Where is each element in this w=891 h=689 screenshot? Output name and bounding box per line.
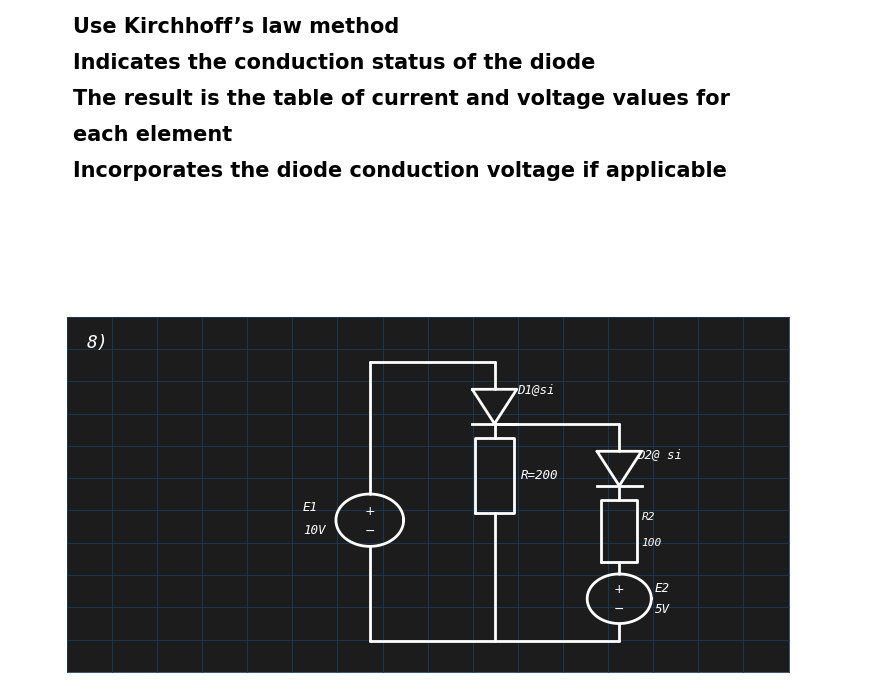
Text: E2: E2 [655, 582, 670, 595]
Text: D2@ si: D2@ si [637, 449, 683, 461]
Text: Incorporates the diode conduction voltage if applicable: Incorporates the diode conduction voltag… [73, 161, 727, 181]
Text: −: − [364, 525, 375, 537]
Text: Indicates the conduction status of the diode: Indicates the conduction status of the d… [73, 53, 595, 73]
Text: The result is the table of current and voltage values for: The result is the table of current and v… [73, 89, 730, 109]
Bar [67, 317, 789, 672]
Text: D1@si: D1@si [517, 383, 554, 395]
Text: R=200: R=200 [521, 469, 559, 482]
Text: 10V: 10V [303, 524, 325, 537]
Text: −: − [614, 604, 625, 616]
Text: E1: E1 [303, 502, 318, 514]
Text: R2: R2 [642, 512, 655, 522]
Text: +: + [614, 584, 625, 596]
Text: 5V: 5V [655, 603, 670, 615]
Text: each element: each element [73, 125, 233, 145]
Text: 100: 100 [642, 538, 662, 548]
Text: 8): 8) [86, 334, 108, 352]
Text: +: + [364, 505, 375, 517]
Text: Use Kirchhoff’s law method: Use Kirchhoff’s law method [73, 17, 399, 37]
